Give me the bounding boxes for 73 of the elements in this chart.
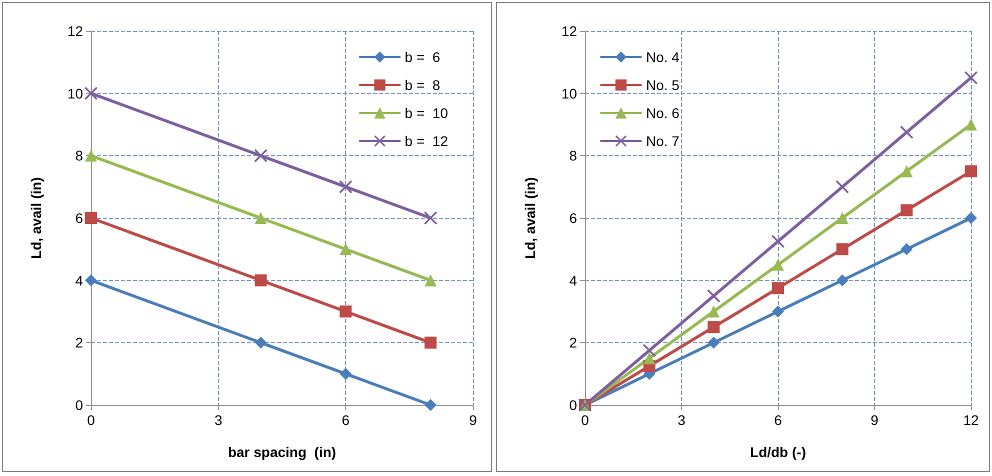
point — [900, 243, 913, 256]
point — [772, 234, 784, 248]
point — [965, 165, 977, 178]
legend-label: b = 10 — [404, 105, 448, 121]
x-tick-label: 3 — [678, 412, 686, 428]
legend-label: No. 4 — [646, 49, 680, 65]
y-tick-label: 12 — [561, 23, 578, 39]
point — [254, 274, 267, 286]
point — [900, 126, 914, 139]
point — [965, 118, 977, 130]
point — [643, 352, 656, 364]
point — [836, 274, 848, 286]
point — [708, 306, 720, 318]
legend-label: b = 8 — [404, 77, 440, 93]
point — [707, 289, 720, 302]
point — [254, 149, 268, 162]
x-axis-title: bar spacing (in) — [228, 444, 336, 460]
point — [772, 306, 784, 318]
point — [708, 321, 720, 334]
x-tick-label: 0 — [581, 412, 590, 428]
x-axis-title: Ld/db (-) — [750, 444, 806, 460]
point — [964, 71, 978, 84]
point — [900, 204, 913, 216]
legend-label: No. 6 — [646, 105, 680, 121]
point — [836, 212, 848, 224]
point — [708, 336, 720, 349]
point — [85, 150, 97, 162]
point — [965, 212, 977, 224]
y-tick-label: 6 — [569, 210, 578, 226]
point — [254, 212, 267, 224]
point — [254, 336, 267, 349]
point — [340, 306, 352, 318]
y-tick-label: 12 — [67, 23, 84, 39]
point — [85, 274, 97, 286]
point — [339, 180, 352, 194]
x-tick-label: 6 — [342, 412, 350, 428]
point — [85, 212, 97, 224]
y-tick-label: 10 — [561, 85, 578, 102]
x-tick-label: 9 — [870, 412, 879, 428]
y-tick-label: 6 — [75, 210, 84, 226]
point — [772, 258, 784, 271]
point — [424, 399, 437, 411]
legend-label: No. 5 — [646, 77, 680, 93]
y-tick-label: 8 — [569, 148, 578, 164]
y-tick-label: 0 — [75, 397, 84, 413]
point — [900, 165, 913, 178]
x-tick-label: 3 — [214, 412, 222, 428]
point — [642, 344, 656, 357]
point — [84, 86, 98, 100]
y-tick-label: 4 — [569, 272, 578, 288]
x-tick-label: 0 — [87, 412, 96, 428]
point — [772, 282, 784, 294]
y-tick-label: 2 — [75, 334, 84, 351]
point — [424, 336, 437, 349]
y-tick-label: 4 — [75, 272, 84, 288]
point — [424, 212, 438, 224]
y-tick-label: 2 — [569, 334, 578, 351]
point — [340, 243, 352, 256]
y-tick-label: 10 — [67, 85, 84, 102]
legend-label: b = 12 — [404, 133, 448, 149]
point — [836, 180, 849, 194]
y-tick-label: 8 — [75, 148, 84, 164]
y-axis-title: Ld, avail (in) — [522, 177, 538, 259]
y-tick-label: 0 — [569, 397, 578, 413]
point — [836, 243, 848, 256]
legend-label: b = 6 — [404, 49, 440, 65]
legend-label: No. 7 — [646, 133, 680, 149]
x-tick-label: 9 — [469, 412, 478, 428]
x-tick-label: 6 — [774, 412, 782, 428]
x-tick-label: 12 — [963, 412, 979, 428]
point — [340, 368, 352, 380]
y-axis-title: Ld, avail (in) — [28, 177, 44, 259]
point — [424, 274, 437, 286]
